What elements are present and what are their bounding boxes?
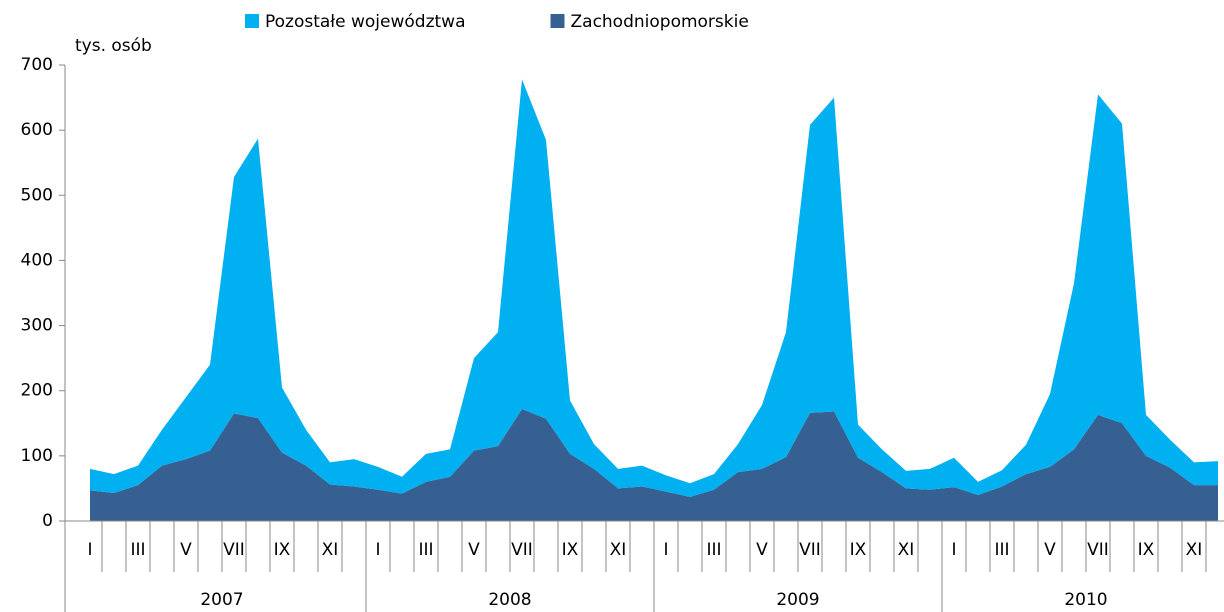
- x-tick-label: III: [994, 540, 1009, 560]
- x-tick-label: IX: [850, 540, 867, 560]
- x-tick-label: III: [130, 540, 145, 560]
- area: [90, 79, 1218, 497]
- x-tick-label: III: [706, 540, 721, 560]
- x-tick-label: V: [468, 540, 480, 560]
- x-tick-label: XI: [1186, 540, 1203, 560]
- legend-label: Zachodniopomorskie: [571, 12, 749, 32]
- x-tick-label: I: [87, 540, 92, 560]
- x-tick-label: III: [418, 540, 433, 560]
- year-label: 2009: [776, 590, 819, 610]
- x-tick-label: VII: [223, 540, 245, 560]
- y-axis-label: tys. osób: [75, 36, 152, 56]
- y-tick-label: 700: [21, 55, 53, 75]
- x-tick-label: V: [756, 540, 768, 560]
- x-tick-label: XI: [610, 540, 627, 560]
- x-tick-label: XI: [898, 540, 915, 560]
- year-label: 2007: [200, 590, 243, 610]
- x-tick-label: I: [951, 540, 956, 560]
- y-tick-label: 100: [21, 446, 53, 466]
- x-tick-label: V: [180, 540, 192, 560]
- year-label: 2010: [1064, 590, 1107, 610]
- legend-label: Pozostałe województwa: [265, 12, 466, 32]
- y-tick-label: 200: [21, 381, 53, 401]
- x-tick-label: IX: [562, 540, 579, 560]
- y-tick-label: 500: [21, 185, 53, 205]
- x-tick-label: VII: [1087, 540, 1109, 560]
- x-tick-label: I: [663, 540, 668, 560]
- x-tick-label: I: [375, 540, 380, 560]
- x-tick-label: IX: [274, 540, 291, 560]
- x-tick-label: V: [1044, 540, 1056, 560]
- x-tick-label: VII: [511, 540, 533, 560]
- legend-swatch: [245, 14, 259, 28]
- x-tick-label: VII: [799, 540, 821, 560]
- y-tick-label: 400: [21, 250, 53, 270]
- y-tick-label: 300: [21, 316, 53, 336]
- x-tick-label: XI: [322, 540, 339, 560]
- legend-swatch: [550, 14, 565, 28]
- x-tick-label: IX: [1138, 540, 1155, 560]
- area: [90, 408, 1218, 521]
- y-tick-label: 600: [21, 120, 53, 140]
- y-tick-label: 0: [42, 511, 53, 531]
- year-label: 2008: [488, 590, 531, 610]
